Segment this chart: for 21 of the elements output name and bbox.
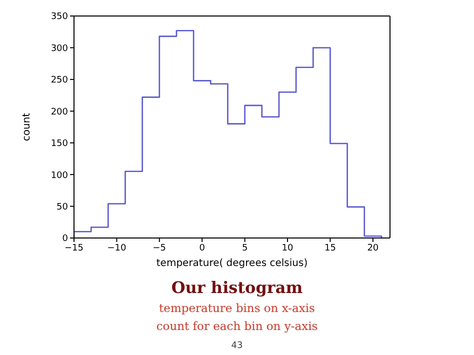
y-tick-label: 350 bbox=[50, 12, 68, 22]
y-tick-label: 300 bbox=[50, 44, 68, 54]
text: temperature bins on x-axis count for each bin on y-axis bbox=[155, 301, 319, 333]
x-tick-label: 5 bbox=[242, 243, 248, 254]
x-tick-label: 20 bbox=[367, 243, 379, 254]
x-tick-label: −5 bbox=[152, 243, 166, 254]
text: 43 bbox=[230, 341, 244, 351]
x-tick-label: −10 bbox=[107, 243, 126, 254]
x-tick-label: −15 bbox=[64, 243, 84, 254]
y-tick-label: 200 bbox=[50, 107, 68, 118]
y-axis-title: count bbox=[22, 112, 33, 142]
y-tick-label: 100 bbox=[50, 170, 68, 181]
y-tick-label: 0 bbox=[62, 234, 68, 244]
text: Our histogram bbox=[170, 278, 304, 297]
x-axis-title: temperature( degrees celsius) bbox=[156, 258, 308, 269]
y-tick-label: 250 bbox=[50, 76, 68, 86]
y-tick-label: 50 bbox=[56, 202, 68, 212]
x-tick-label: 0 bbox=[199, 243, 206, 254]
y-tick-label: 150 bbox=[50, 139, 68, 150]
x-tick-label: 10 bbox=[282, 243, 294, 254]
x-tick-label: 15 bbox=[324, 243, 336, 254]
